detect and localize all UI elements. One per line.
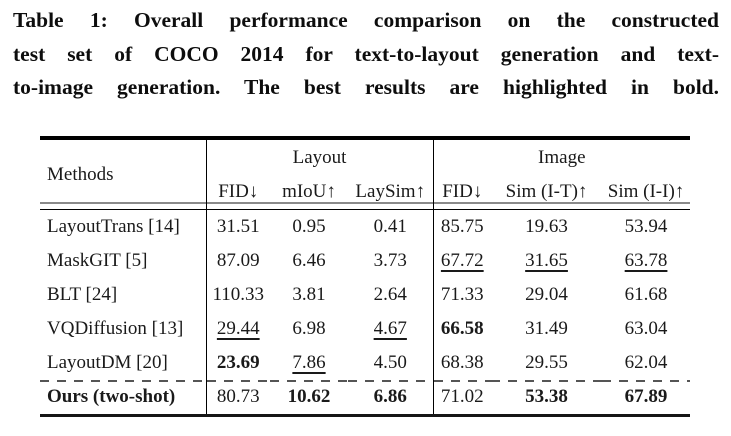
value-cell: 53.38 — [491, 380, 603, 414]
value-cell: 31.51 — [205, 209, 270, 244]
table-row: MaskGIT [5] 87.09 6.46 3.73 67.72 31.65 63.78 — [40, 244, 690, 278]
value-cell: 31.49 — [525, 318, 568, 339]
method-cell: MaskGIT [5] — [47, 250, 148, 271]
value-cell: 10.62 — [270, 380, 348, 414]
method-cell: LayoutDM [20] — [47, 352, 168, 373]
header-row-metrics: FID↓ mIoU↑ LaySim↑ FID↓ Sim (I-T)↑ Sim (… — [40, 175, 691, 210]
value-cell: 3.81 — [292, 284, 326, 305]
method-cell: BLT [24] — [47, 284, 118, 305]
value-cell: 4.67 — [373, 318, 407, 339]
table-row: BLT [24] 110.33 3.81 2.64 71.33 29.04 61.68 — [40, 278, 690, 312]
table-row: LayoutDM [20] 23.69 7.86 4.50 68.38 29.55 62.0… — [40, 346, 690, 380]
caption-line-2: test set of COCO 2014 for text-to-layout… — [13, 41, 719, 66]
table-row: VQDiffusion [13] 29.44 6.98 4.67 66.58 31.49 6… — [40, 312, 690, 346]
col-header-layout-fid: FID↓ — [205, 175, 270, 210]
methods-header: Methods — [40, 140, 206, 210]
table-row: LayoutTrans [14] 31.51 0.95 0.41 85.75 19.63 5… — [40, 209, 690, 244]
value-cell: 67.89 — [602, 380, 691, 414]
value-cell: 6.46 — [292, 250, 326, 271]
value-cell: 4.50 — [373, 352, 407, 373]
value-cell: 66.58 — [432, 312, 492, 346]
performance-comparison-table: Methods Layout Image FID↓ mIoU↑ LaySim↑ … — [40, 140, 691, 414]
value-cell: 53.94 — [624, 216, 668, 237]
value-cell: 6.98 — [292, 318, 326, 339]
table-body: LayoutTrans [14] 31.51 0.95 0.41 85.75 19.63 5… — [40, 209, 691, 414]
value-cell: 31.65 — [525, 250, 568, 271]
value-cell: 85.75 — [432, 209, 492, 244]
caption-line-1: Table 1: Overall performance comparison … — [13, 8, 719, 32]
caption-line-3: to-image generation. The best results ar… — [13, 75, 719, 99]
value-cell: 87.09 — [205, 244, 270, 278]
col-header-image-fid: FID↓ — [432, 175, 492, 210]
value-cell: 67.72 — [432, 244, 492, 278]
value-cell: 71.33 — [432, 278, 492, 312]
method-cell: LayoutTrans [14] — [47, 216, 180, 237]
value-cell: 63.04 — [624, 318, 668, 339]
value-cell: 0.41 — [373, 216, 407, 237]
value-cell: 62.04 — [624, 352, 668, 373]
value-cell: 2.64 — [373, 284, 407, 305]
value-cell: 23.69 — [205, 346, 270, 380]
col-header-image-sim-it: Sim (I-T)↑ — [491, 175, 603, 210]
value-cell: 29.04 — [525, 284, 568, 305]
value-cell: 71.02 — [432, 380, 492, 414]
value-cell: 3.73 — [373, 250, 407, 271]
col-header-image-sim-ii: Sim (I-I)↑ — [602, 175, 691, 210]
table-row: Ours (two-shot) 80.73 10.62 6.86 71.02 53.38 6… — [40, 380, 691, 414]
value-cell: 110.33 — [205, 278, 270, 312]
col-header-layout-miou: mIoU↑ — [270, 175, 348, 210]
value-cell: 7.86 — [292, 352, 326, 373]
value-cell: 80.73 — [205, 380, 270, 414]
method-cell: VQDiffusion [13] — [47, 318, 184, 339]
value-cell: 6.86 — [348, 380, 434, 414]
group-header-image: Image — [432, 140, 691, 175]
value-cell: 29.44 — [205, 312, 270, 346]
value-cell: 0.95 — [292, 216, 326, 237]
results-table: Methods Layout Image FID↓ mIoU↑ LaySim↑ … — [40, 136, 691, 417]
col-header-layout-laysim: LaySim↑ — [348, 175, 434, 210]
value-cell: 29.55 — [525, 352, 568, 373]
value-cell: 68.38 — [432, 346, 492, 380]
table-caption: Table 1: Overall performance comparison … — [13, 4, 719, 105]
method-cell: Ours (two-shot) — [40, 380, 206, 414]
header-row-groups: Methods Layout Image — [40, 140, 691, 210]
value-cell: 61.68 — [624, 284, 668, 305]
group-header-layout: Layout — [205, 140, 434, 175]
value-cell: 19.63 — [525, 216, 568, 237]
value-cell: 63.78 — [624, 250, 668, 271]
